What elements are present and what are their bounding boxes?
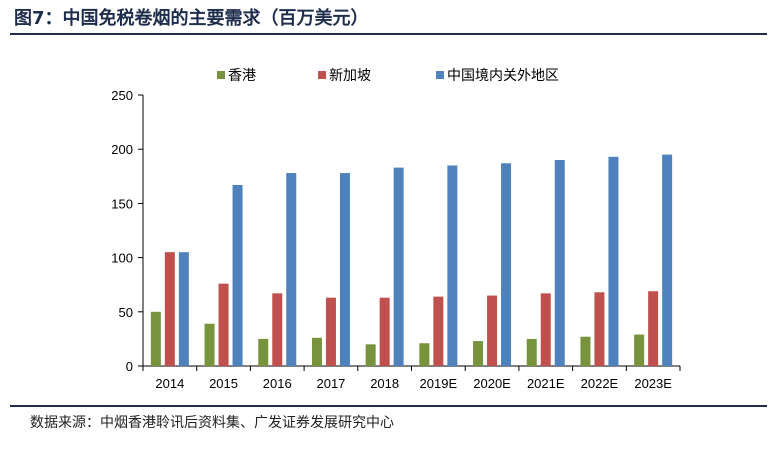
x-tick-label: 2014: [155, 376, 184, 391]
bar-3: [554, 160, 565, 366]
chart-title: 图7：中国免税卷烟的主要需求（百万美元）: [14, 8, 369, 29]
y-tick-label: 250: [111, 88, 133, 103]
bar-1: [473, 341, 484, 366]
bar-2: [164, 252, 175, 366]
legend-swatch: [217, 71, 225, 79]
bottom-rule: [10, 405, 767, 407]
x-tick-label: 2016: [263, 376, 292, 391]
bar-3: [232, 184, 243, 366]
y-tick-label: 150: [111, 196, 133, 211]
x-tick-label: 2021E: [527, 376, 565, 391]
x-tick-label: 2020E: [473, 376, 511, 391]
y-tick-label: 50: [119, 305, 133, 320]
bar-2: [379, 297, 390, 366]
bar-2: [272, 293, 283, 366]
bar-2: [648, 291, 659, 366]
x-tick-label: 2022E: [581, 376, 619, 391]
legend-swatch: [318, 71, 326, 79]
bar-2: [487, 295, 498, 366]
legend-label: 香港: [228, 68, 256, 84]
bar-2: [594, 292, 605, 366]
axes: 0 50 100 150 200 250 2014 2015 2016 2017 2018 2019E…: [111, 88, 681, 391]
top-rule: [10, 33, 767, 35]
bar-1: [526, 338, 537, 366]
bar-1: [258, 338, 269, 366]
bar-1: [204, 323, 215, 366]
y-tick-label: 0: [126, 359, 133, 374]
bar-3: [501, 163, 512, 366]
bar-1: [580, 336, 591, 366]
bar-3: [178, 252, 189, 366]
bar-2: [325, 297, 336, 366]
bar-3: [608, 156, 619, 366]
bar-3: [286, 173, 297, 366]
bar-2: [433, 296, 444, 366]
legend-label: 新加坡: [329, 68, 371, 84]
bar-1: [311, 337, 322, 366]
source-note: 数据来源：中烟香港聆讯后资料集、广发证券发展研究中心: [30, 415, 394, 431]
x-tick-label: 2015: [209, 376, 238, 391]
bars: [150, 154, 673, 366]
bar-1: [419, 343, 430, 366]
bar-3: [339, 173, 350, 366]
bar-2: [218, 283, 229, 366]
legend-swatch: [436, 71, 444, 79]
x-tick-label: 2018: [370, 376, 399, 391]
x-tick-label: 2023E: [634, 376, 672, 391]
legend: 香港 新加坡 中国境内关外地区: [217, 68, 559, 84]
y-tick-label: 100: [111, 251, 133, 266]
bar-1: [634, 334, 645, 366]
bar-3: [447, 165, 458, 366]
bar-2: [540, 293, 551, 366]
bar-3: [662, 154, 673, 366]
x-tick-label: 2017: [316, 376, 345, 391]
bar-1: [365, 344, 376, 366]
x-tick-label: 2019E: [420, 376, 458, 391]
bar-3: [393, 167, 404, 366]
legend-label: 中国境内关外地区: [447, 68, 559, 84]
y-tick-label: 200: [111, 142, 133, 157]
bar-1: [150, 311, 161, 366]
